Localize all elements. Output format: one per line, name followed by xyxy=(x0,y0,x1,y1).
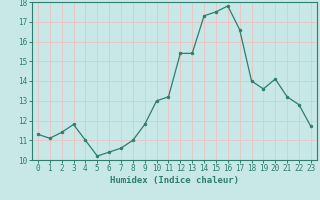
X-axis label: Humidex (Indice chaleur): Humidex (Indice chaleur) xyxy=(110,176,239,185)
